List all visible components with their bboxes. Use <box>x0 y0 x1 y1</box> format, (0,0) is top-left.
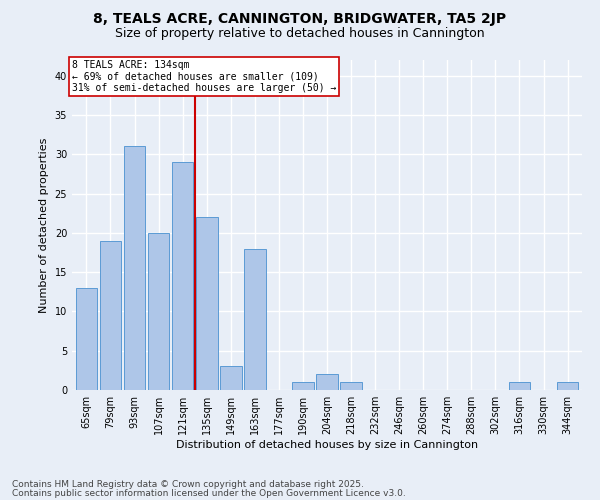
Bar <box>124 146 145 390</box>
Text: Contains public sector information licensed under the Open Government Licence v3: Contains public sector information licen… <box>12 488 406 498</box>
Text: 8, TEALS ACRE, CANNINGTON, BRIDGWATER, TA5 2JP: 8, TEALS ACRE, CANNINGTON, BRIDGWATER, T… <box>94 12 506 26</box>
Bar <box>292 382 314 390</box>
Text: Contains HM Land Registry data © Crown copyright and database right 2025.: Contains HM Land Registry data © Crown c… <box>12 480 364 489</box>
Bar <box>76 288 97 390</box>
Bar <box>220 366 242 390</box>
X-axis label: Distribution of detached houses by size in Cannington: Distribution of detached houses by size … <box>176 440 478 450</box>
Y-axis label: Number of detached properties: Number of detached properties <box>39 138 49 312</box>
Bar <box>340 382 362 390</box>
Text: 8 TEALS ACRE: 134sqm
← 69% of detached houses are smaller (109)
31% of semi-deta: 8 TEALS ACRE: 134sqm ← 69% of detached h… <box>72 60 337 93</box>
Bar <box>196 217 218 390</box>
Bar <box>316 374 338 390</box>
Bar <box>100 240 121 390</box>
Bar <box>557 382 578 390</box>
Text: Size of property relative to detached houses in Cannington: Size of property relative to detached ho… <box>115 28 485 40</box>
Bar <box>509 382 530 390</box>
Bar <box>244 248 266 390</box>
Bar <box>172 162 193 390</box>
Bar <box>148 233 169 390</box>
